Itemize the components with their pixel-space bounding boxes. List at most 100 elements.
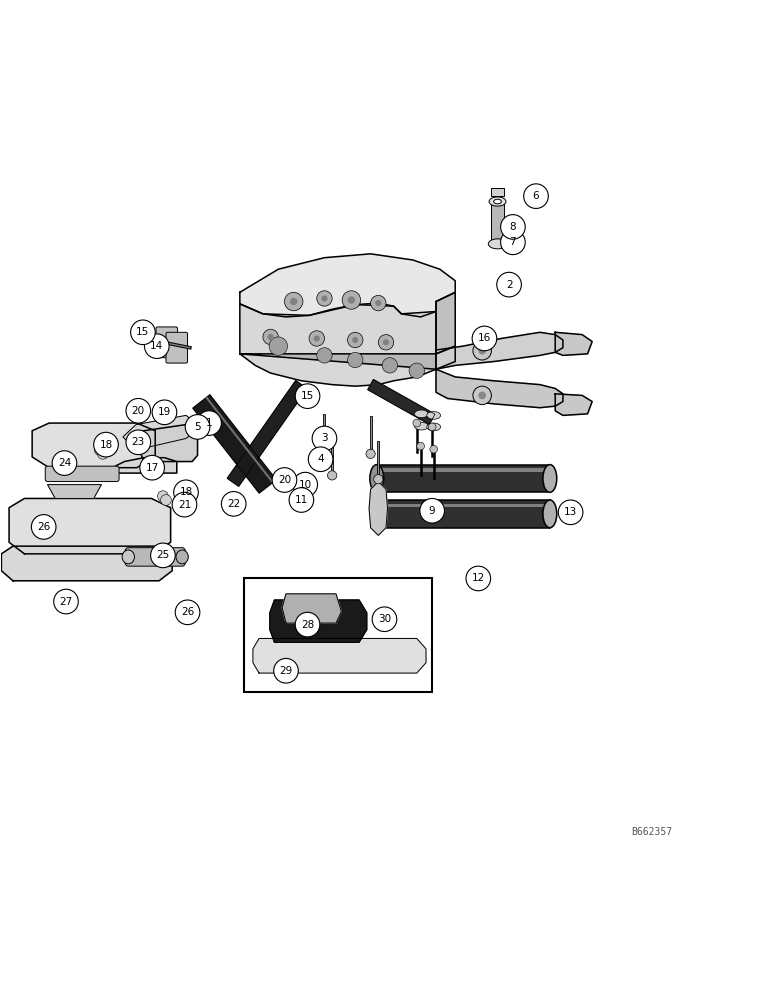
Circle shape [157,491,168,502]
Circle shape [371,295,386,311]
Polygon shape [48,485,101,498]
Polygon shape [2,546,172,581]
Polygon shape [555,332,592,355]
Text: 14: 14 [150,341,164,351]
Circle shape [222,492,246,516]
Ellipse shape [415,410,428,418]
Circle shape [140,455,164,480]
Polygon shape [436,292,455,354]
Ellipse shape [543,500,557,528]
Text: 1: 1 [206,418,212,428]
Ellipse shape [427,423,441,431]
Circle shape [52,451,76,475]
Circle shape [126,398,151,423]
Text: 28: 28 [301,620,314,630]
Polygon shape [115,458,177,473]
Circle shape [312,426,337,451]
Text: 22: 22 [227,499,240,509]
Circle shape [144,334,169,358]
FancyBboxPatch shape [125,548,185,566]
FancyBboxPatch shape [156,327,178,358]
Ellipse shape [370,500,384,528]
Circle shape [500,215,525,239]
Circle shape [428,423,436,431]
Circle shape [383,339,389,345]
Ellipse shape [122,550,134,564]
Text: 24: 24 [58,458,71,468]
Circle shape [466,566,491,591]
Polygon shape [240,346,455,369]
Circle shape [473,342,492,360]
Text: 6: 6 [533,191,540,201]
Polygon shape [240,254,455,317]
Bar [377,468,550,472]
Circle shape [473,386,492,405]
Text: 20: 20 [278,475,291,485]
Circle shape [347,296,355,304]
Circle shape [317,348,332,363]
Circle shape [309,331,324,346]
Circle shape [263,329,279,345]
Circle shape [273,468,296,492]
Polygon shape [123,415,201,450]
Circle shape [352,337,358,343]
Text: 3: 3 [321,433,328,443]
Circle shape [430,445,438,453]
Polygon shape [367,380,435,424]
Ellipse shape [427,412,441,419]
Circle shape [126,430,151,455]
Circle shape [130,320,155,345]
Text: 4: 4 [317,454,324,464]
Text: 8: 8 [510,222,516,232]
Circle shape [558,500,583,525]
Circle shape [500,230,525,255]
Polygon shape [282,594,341,623]
Text: 30: 30 [378,614,391,624]
FancyBboxPatch shape [46,466,119,482]
Circle shape [268,334,274,340]
Circle shape [269,337,287,355]
Text: 12: 12 [472,573,485,583]
Polygon shape [9,498,171,554]
Circle shape [420,498,445,523]
Bar [244,578,432,692]
Circle shape [409,363,425,378]
Polygon shape [136,425,198,462]
Ellipse shape [415,422,428,430]
Circle shape [172,492,197,517]
Circle shape [472,326,496,351]
Polygon shape [436,332,563,369]
Circle shape [382,358,398,373]
Circle shape [32,515,56,539]
Circle shape [347,352,363,368]
Circle shape [479,347,486,355]
Polygon shape [193,395,276,493]
Text: 10: 10 [299,480,312,490]
Text: 18: 18 [100,440,113,450]
Text: 17: 17 [146,463,159,473]
Circle shape [342,291,361,309]
Ellipse shape [493,199,501,204]
Circle shape [161,495,171,505]
Polygon shape [555,394,592,415]
Text: 19: 19 [157,407,171,417]
Text: 21: 21 [178,500,191,510]
Circle shape [417,442,425,450]
Circle shape [152,400,177,425]
Circle shape [174,480,198,505]
Text: 26: 26 [37,522,50,532]
Circle shape [313,335,320,342]
Text: 7: 7 [510,237,516,247]
Polygon shape [32,423,155,468]
Circle shape [289,488,313,512]
Circle shape [290,298,297,305]
Circle shape [479,392,486,399]
Circle shape [327,471,337,480]
Circle shape [374,475,383,484]
Text: 2: 2 [506,280,513,290]
Bar [377,465,550,492]
Circle shape [321,295,327,302]
Polygon shape [270,600,367,642]
Text: 23: 23 [132,437,145,447]
Circle shape [317,291,332,306]
